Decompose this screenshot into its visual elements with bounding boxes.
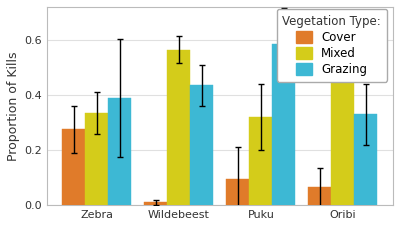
Bar — [86, 113, 108, 205]
Bar — [144, 202, 168, 205]
Bar — [250, 117, 272, 205]
Bar — [272, 44, 295, 205]
Y-axis label: Proportion of Kills: Proportion of Kills — [7, 51, 20, 161]
Bar — [62, 129, 86, 205]
Bar — [108, 98, 131, 205]
Bar — [331, 40, 354, 205]
Legend: Cover, Mixed, Grazing: Cover, Mixed, Grazing — [276, 9, 387, 82]
Bar — [226, 179, 250, 205]
Bar — [354, 114, 377, 205]
Bar — [308, 187, 331, 205]
Bar — [190, 85, 213, 205]
Bar — [168, 50, 190, 205]
